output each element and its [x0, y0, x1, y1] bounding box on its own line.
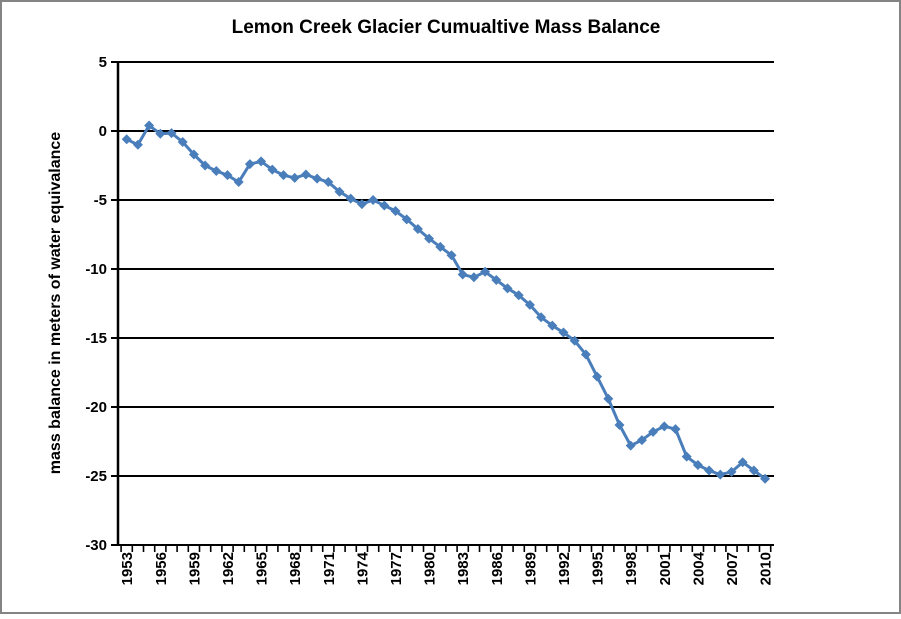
data-point-marker	[356, 199, 367, 210]
data-point-marker	[502, 283, 513, 294]
data-point-marker	[345, 193, 356, 204]
x-tick-label: 1974	[354, 551, 371, 585]
y-tick-label: -5	[94, 192, 107, 209]
data-point-marker	[267, 164, 278, 175]
data-point-marker	[625, 440, 636, 451]
data-point-marker	[323, 177, 334, 188]
data-point-marker	[681, 451, 692, 462]
y-tick-label: -25	[85, 468, 107, 485]
x-tick-label: 1962	[220, 552, 237, 585]
x-tick-label: 1968	[287, 552, 304, 585]
data-point-marker	[704, 465, 715, 476]
data-point-marker	[748, 465, 759, 476]
data-point-marker	[491, 275, 502, 286]
data-series-line	[125, 124, 767, 481]
x-tick-label: 1998	[623, 552, 640, 585]
x-tick-label: 2010	[758, 552, 775, 585]
data-point-marker	[457, 269, 468, 280]
data-point-marker	[737, 457, 748, 468]
x-tick-label: 1956	[153, 552, 170, 585]
data-point-marker	[132, 139, 143, 150]
data-point-marker	[334, 186, 345, 197]
data-point-marker	[592, 371, 603, 382]
data-point-marker	[614, 419, 625, 430]
data-point-marker	[222, 170, 233, 181]
data-point-marker	[692, 459, 703, 470]
data-point-marker	[580, 349, 591, 360]
data-point-marker	[188, 149, 199, 160]
data-point-marker	[211, 166, 222, 177]
data-point-marker	[547, 320, 558, 331]
data-point-marker	[726, 466, 737, 477]
data-point-marker	[144, 120, 155, 131]
chart-title: Lemon Creek Glacier Cumualtive Mass Bala…	[232, 17, 661, 38]
y-tick-label: 5	[99, 54, 107, 71]
data-point-marker	[300, 169, 311, 180]
data-series-group	[121, 120, 771, 484]
data-point-marker	[368, 195, 379, 205]
data-point-marker	[177, 137, 188, 148]
data-point-marker	[200, 160, 211, 171]
data-point-marker	[424, 233, 435, 244]
y-tick-label: -15	[85, 330, 107, 347]
data-point-marker	[256, 156, 267, 167]
x-tick-label: 1995	[590, 552, 607, 585]
y-tick-label: 0	[99, 123, 107, 140]
x-tick-label: 1986	[489, 552, 506, 585]
x-tick-label: 2004	[690, 551, 707, 585]
x-tick-label: 1971	[321, 552, 338, 585]
data-point-marker	[155, 128, 166, 139]
data-point-marker	[569, 335, 580, 346]
data-point-marker	[390, 206, 401, 217]
x-tick-label: 1992	[556, 552, 573, 585]
data-point-marker	[379, 200, 390, 211]
y-tick-label: -30	[85, 537, 107, 554]
x-tick-label: 2007	[724, 552, 741, 585]
x-tick-label: 2001	[657, 552, 674, 585]
axis-labels-group: 5 0 -5 -10 -15 -20 -25 -30 1953 1956 1959 1962 1965 1…	[85, 54, 774, 585]
data-point-marker	[412, 223, 423, 234]
data-point-marker	[166, 128, 177, 139]
data-point-marker	[435, 241, 446, 252]
x-tick-label: 1953	[119, 552, 136, 585]
x-tick-label: 1980	[422, 552, 439, 585]
data-point-marker	[446, 250, 457, 261]
data-point-marker	[244, 159, 255, 170]
x-tick-label: 1965	[254, 552, 271, 585]
data-point-marker	[513, 290, 524, 301]
data-point-marker	[289, 172, 300, 183]
data-point-marker	[558, 327, 569, 338]
data-point-marker	[468, 272, 479, 283]
data-point-marker	[233, 177, 244, 188]
x-tick-label: 1983	[455, 552, 472, 585]
data-point-marker	[401, 214, 412, 225]
data-point-marker	[760, 473, 771, 484]
data-point-marker	[715, 469, 726, 480]
y-tick-label: -10	[85, 261, 107, 278]
data-point-marker	[524, 299, 535, 310]
data-point-marker	[121, 134, 132, 145]
axis-ticks-group	[111, 61, 772, 552]
data-point-marker	[648, 426, 659, 437]
data-point-marker	[670, 424, 681, 435]
gridlines-group	[118, 61, 774, 546]
data-point-marker	[659, 421, 670, 432]
data-point-marker	[480, 266, 491, 277]
data-point-marker	[312, 173, 323, 184]
y-tick-label: -20	[85, 399, 107, 416]
data-point-marker	[278, 170, 289, 181]
y-axis-title: mass balance in meters of water equivala…	[47, 132, 64, 474]
x-tick-label: 1989	[522, 552, 539, 585]
data-point-marker	[636, 435, 647, 446]
data-point-marker	[603, 393, 614, 404]
x-tick-label: 1959	[186, 552, 203, 585]
data-point-marker	[536, 312, 547, 323]
x-tick-label: 1977	[388, 552, 405, 585]
